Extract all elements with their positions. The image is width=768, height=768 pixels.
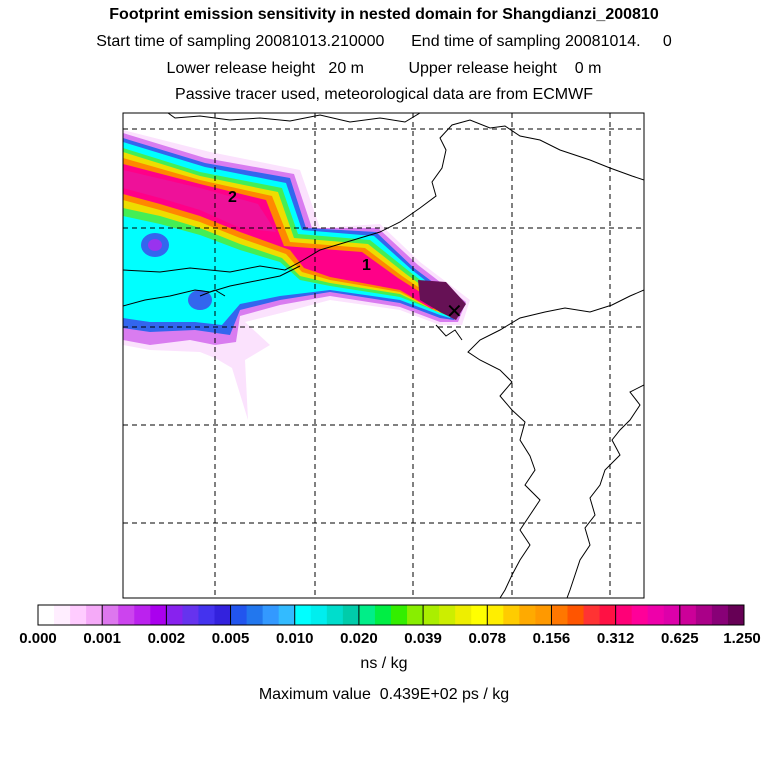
colorbar-cell bbox=[102, 605, 119, 625]
plume-label-2: 2 bbox=[228, 189, 237, 206]
colorbar-cell bbox=[182, 605, 199, 625]
colorbar-cell bbox=[455, 605, 472, 625]
colorbar-cell bbox=[118, 605, 135, 625]
plume-blob bbox=[188, 290, 212, 310]
colorbar-cell bbox=[599, 605, 617, 625]
colorbar-cell bbox=[551, 605, 568, 625]
colorbar-cell bbox=[391, 605, 408, 625]
plume-blob bbox=[148, 239, 162, 251]
colorbar-cell bbox=[727, 605, 745, 625]
colorbar-cell bbox=[407, 605, 424, 625]
colorbar-cell bbox=[70, 605, 87, 625]
colorbar-tick-label: 1.250 bbox=[723, 630, 761, 647]
colorbar-cell bbox=[583, 605, 601, 625]
colorbar-cell bbox=[310, 605, 328, 625]
colorbar-cell bbox=[326, 605, 344, 625]
colorbar-cell bbox=[166, 605, 183, 625]
tracer-info-line: Passive tracer used, meteorological data… bbox=[175, 86, 593, 103]
colorbar-cell bbox=[246, 605, 264, 625]
colorbar-tick-label: 0.000 bbox=[19, 630, 57, 647]
colorbar-cell bbox=[519, 605, 536, 625]
colorbar-cell bbox=[631, 605, 649, 625]
colorbar-tick-label: 0.005 bbox=[211, 630, 250, 647]
plume-source bbox=[418, 280, 466, 320]
sampling-time-line: Start time of sampling 20081013.210000 E… bbox=[96, 33, 672, 50]
colorbar-cell bbox=[503, 605, 520, 625]
colorbar-cell bbox=[214, 605, 232, 625]
colorbar-cell bbox=[663, 605, 681, 625]
colorbar-cell bbox=[134, 605, 151, 625]
map-frame bbox=[122, 112, 645, 599]
colorbar-cell bbox=[615, 605, 633, 625]
colorbar-cell bbox=[567, 605, 585, 625]
colorbar-cell bbox=[439, 605, 456, 625]
colorbar-tick-label: 0.156 bbox=[532, 630, 571, 647]
colorbar-cell bbox=[230, 605, 248, 625]
release-height-line: Lower release height 20 m Upper release … bbox=[166, 60, 602, 77]
plume-label-1: 1 bbox=[362, 257, 371, 274]
colorbar-cell bbox=[86, 605, 103, 625]
lat-lon-grid bbox=[123, 113, 644, 598]
colorbar-cell bbox=[278, 605, 296, 625]
plume-core bbox=[123, 170, 276, 232]
receptor-marker: ✕ bbox=[446, 299, 463, 323]
colorbar-cell bbox=[695, 605, 713, 625]
colorbar-cell bbox=[294, 605, 312, 625]
colorbar-tick-label: 0.312 bbox=[596, 630, 635, 647]
colorbar-tick-label: 0.001 bbox=[83, 630, 121, 647]
colorbar-cell bbox=[342, 605, 360, 625]
map-title: Footprint emission sensitivity in nested… bbox=[109, 6, 659, 23]
colorbar-tick-label: 0.078 bbox=[468, 630, 507, 647]
colorbar-cell bbox=[262, 605, 280, 625]
plume-layer bbox=[123, 130, 470, 420]
colorbar-tick-label: 0.625 bbox=[661, 630, 699, 647]
colorbar-cell bbox=[150, 605, 167, 625]
colorbar-tick-label: 0.020 bbox=[340, 630, 378, 647]
coastlines bbox=[123, 113, 644, 598]
colorbar-units: ns / kg bbox=[360, 655, 408, 672]
colorbar-tick-label: 0.039 bbox=[404, 630, 442, 647]
colorbar-cell bbox=[647, 605, 665, 625]
maximum-value: Maximum value 0.439E+02 ps / kg bbox=[258, 686, 510, 703]
colorbar-cell bbox=[38, 605, 55, 625]
colorbar-cell bbox=[679, 605, 697, 625]
colorbar-cell bbox=[374, 605, 392, 625]
colorbar-cell bbox=[535, 605, 552, 625]
colorbar-cell bbox=[711, 605, 729, 625]
colorbar-tick-label: 0.010 bbox=[275, 630, 314, 647]
colorbar-cell bbox=[54, 605, 71, 625]
colorbar-cell bbox=[358, 605, 376, 625]
colorbar-cell bbox=[198, 605, 215, 625]
colorbar-cell bbox=[423, 605, 440, 625]
colorbar-cell bbox=[487, 605, 504, 625]
colorbar-cell bbox=[471, 605, 488, 625]
colorbar-tick-label: 0.002 bbox=[147, 630, 186, 647]
